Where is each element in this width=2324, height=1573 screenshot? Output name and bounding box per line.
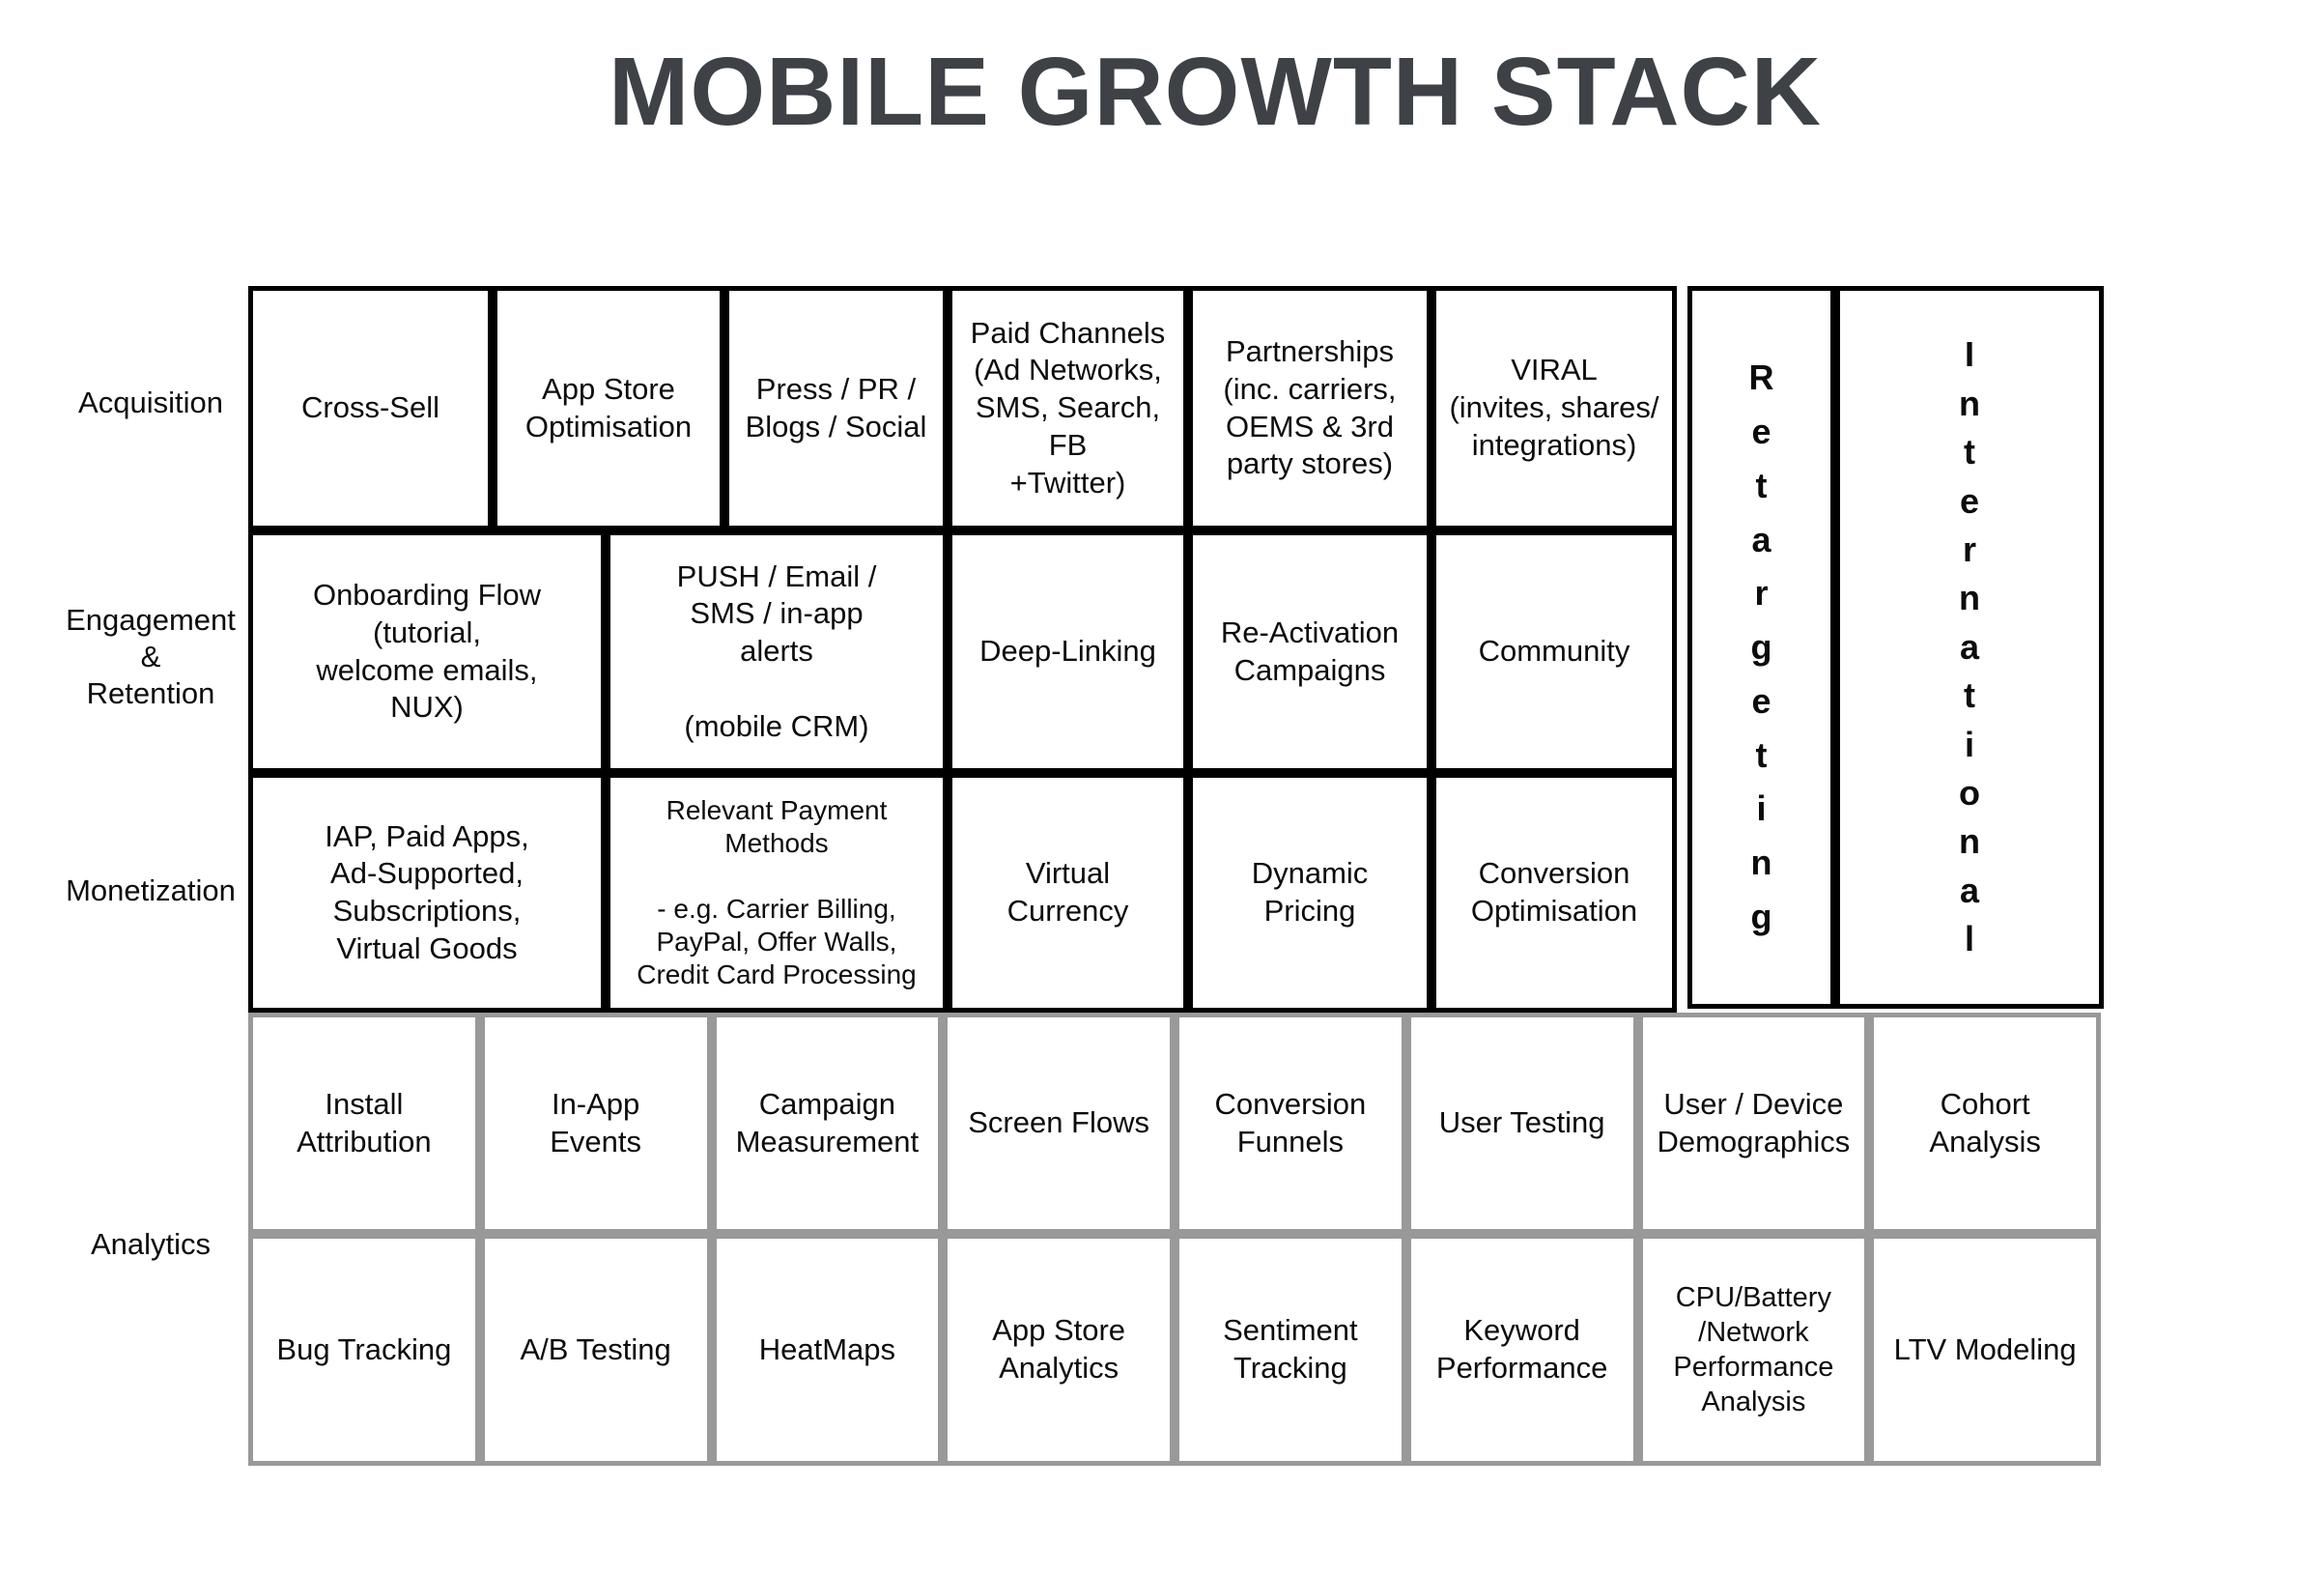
cell-ab-testing: A/B Testing (479, 1234, 712, 1466)
cell-dynamic-pricing: Dynamic Pricing (1188, 773, 1431, 1013)
cell-cpu-battery-network-performance: CPU/Battery /Network Performance Analysi… (1637, 1234, 1870, 1466)
cell-screen-flows: Screen Flows (943, 1013, 1175, 1234)
analytics-table: Install Attribution In-App Events Campai… (248, 1013, 2101, 1466)
cell-international: I n t e r n a t i o n a l (1835, 286, 2104, 1009)
cell-re-activation-campaigns: Re-Activation Campaigns (1188, 530, 1431, 773)
cell-app-store-analytics: App Store Analytics (943, 1234, 1175, 1466)
cell-sentiment-tracking: Sentiment Tracking (1175, 1234, 1406, 1466)
cell-virtual-currency: Virtual Currency (948, 773, 1188, 1013)
diagram-title: MOBILE GROWTH STACK (609, 38, 1822, 146)
analytics-row-1: Install Attribution In-App Events Campai… (248, 1013, 2101, 1234)
cell-campaign-measurement: Campaign Measurement (711, 1013, 944, 1234)
cell-app-store-optimisation: App Store Optimisation (493, 286, 724, 530)
cell-paid-channels: Paid Channels (Ad Networks, SMS, Search,… (948, 286, 1188, 530)
row-label-engagement-retention: Engagement & Retention (66, 603, 236, 710)
cell-conversion-funnels: Conversion Funnels (1175, 1013, 1406, 1234)
cell-community: Community (1431, 530, 1677, 773)
row-label-analytics: Analytics (90, 1227, 212, 1261)
international-vertical-text: I n t e r n a t i o n a l (1959, 334, 1980, 959)
cell-cohort-analysis: Cohort Analysis (1869, 1013, 2101, 1234)
cell-press-pr-blogs-social: Press / PR / Blogs / Social (724, 286, 948, 530)
cell-conversion-optimisation: Conversion Optimisation (1431, 773, 1677, 1013)
cell-partnerships: Partnerships (inc. carriers, OEMS & 3rd … (1188, 286, 1431, 530)
retargeting-vertical-text: R e t a r g e t i n g (1748, 358, 1774, 937)
cell-iap-paid-apps: IAP, Paid Apps, Ad-Supported, Subscripti… (248, 773, 606, 1013)
cell-push-email-sms-alerts: PUSH / Email / SMS / in-app alerts (mobi… (606, 530, 948, 773)
cell-user-device-demographics: User / Device Demographics (1637, 1013, 1870, 1234)
cell-viral: VIRAL (invites, shares/ integrations) (1431, 286, 1677, 530)
cell-keyword-performance: Keyword Performance (1405, 1234, 1638, 1466)
acquisition-row: Cross-Sell App Store Optimisation Press … (248, 286, 1677, 530)
analytics-row-2: Bug Tracking A/B Testing HeatMaps App St… (248, 1234, 2101, 1466)
engagement-retention-row: Onboarding Flow (tutorial, welcome email… (248, 530, 1677, 773)
cell-ltv-modeling: LTV Modeling (1869, 1234, 2101, 1466)
cell-onboarding-flow: Onboarding Flow (tutorial, welcome email… (248, 530, 606, 773)
cell-cross-sell: Cross-Sell (248, 286, 493, 530)
cell-user-testing: User Testing (1405, 1013, 1638, 1234)
row-label-monetization: Monetization (66, 873, 236, 907)
cell-install-attribution: Install Attribution (248, 1013, 480, 1234)
cell-heatmaps: HeatMaps (711, 1234, 944, 1466)
cell-in-app-events: In-App Events (479, 1013, 712, 1234)
monetization-row: IAP, Paid Apps, Ad-Supported, Subscripti… (248, 773, 1677, 1013)
cell-retargeting: R e t a r g e t i n g (1687, 286, 1835, 1009)
cell-bug-tracking: Bug Tracking (248, 1234, 480, 1466)
row-label-acquisition: Acquisition (78, 386, 223, 419)
cell-deep-linking: Deep-Linking (948, 530, 1188, 773)
cell-relevant-payment-methods: Relevant Payment Methods - e.g. Carrier … (606, 773, 948, 1013)
